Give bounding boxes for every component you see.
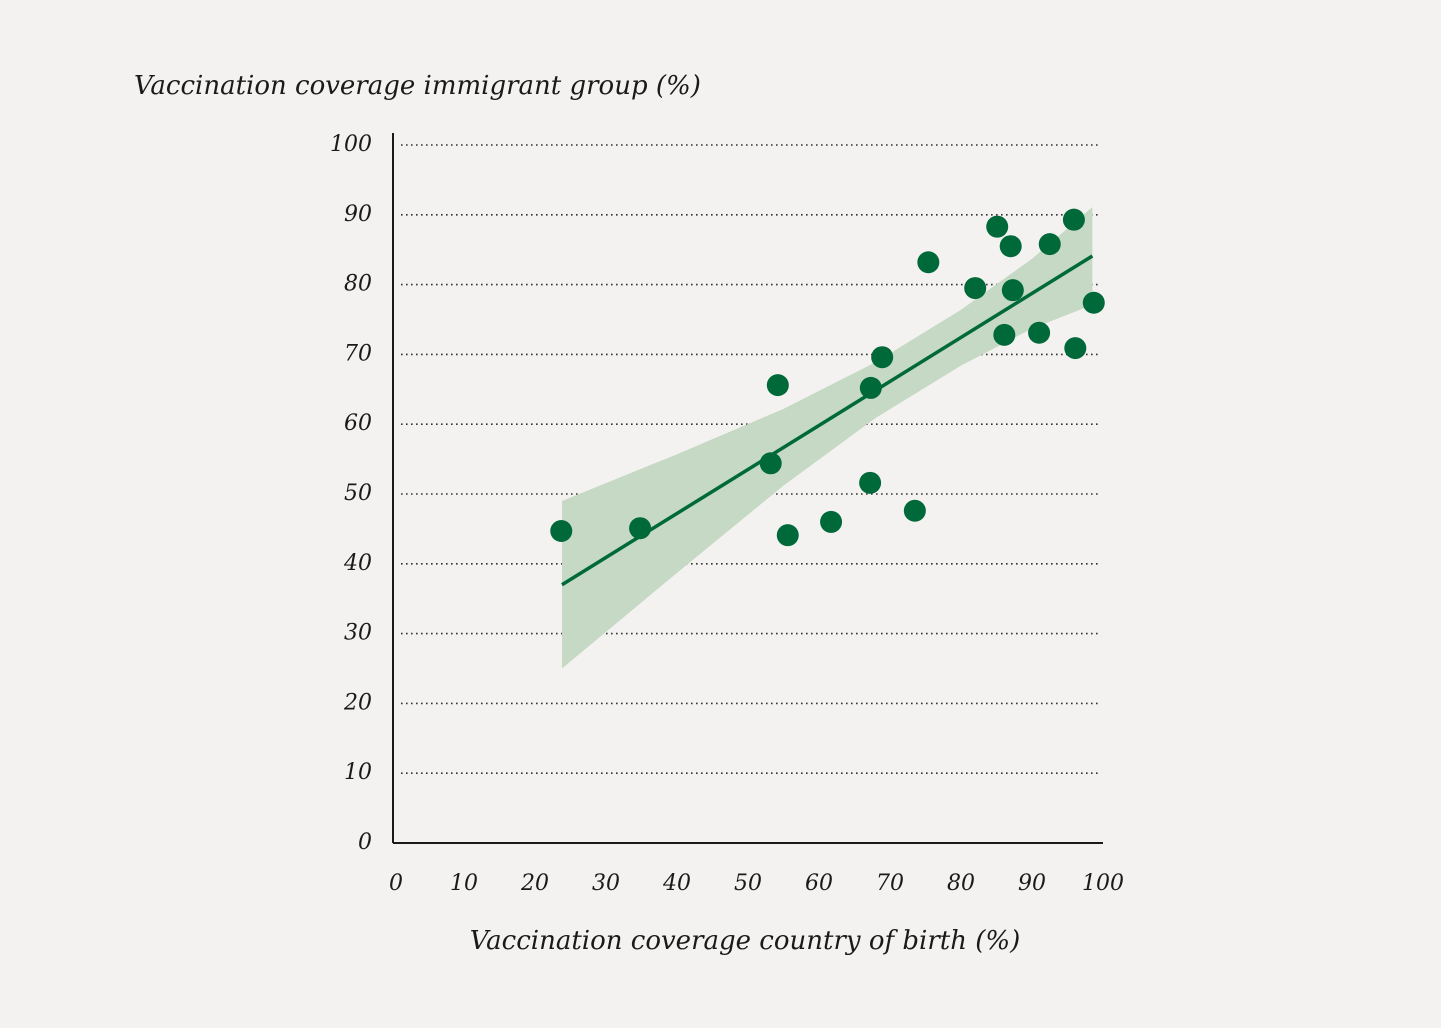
data-point	[1064, 337, 1087, 360]
y-tick-label: 20	[343, 690, 372, 715]
data-point	[999, 235, 1022, 258]
data-point	[1082, 291, 1105, 314]
data-point	[859, 471, 882, 494]
x-tick-label: 20	[520, 871, 549, 896]
y-tick-label: 10	[344, 760, 372, 785]
y-tick-label: 80	[344, 272, 372, 297]
y-tick-label: 30	[344, 621, 372, 646]
data-point	[993, 323, 1016, 346]
data-point	[550, 519, 573, 542]
data-point	[820, 510, 843, 533]
y-tick-label: 90	[344, 202, 372, 227]
x-tick-label: 60	[805, 871, 833, 896]
x-tick-label: 50	[734, 871, 762, 896]
data-point	[986, 215, 1009, 238]
x-tick-label: 70	[876, 871, 904, 896]
data-point	[629, 517, 652, 540]
x-tick-label: 80	[947, 871, 975, 896]
y-tick-label: 60	[344, 411, 372, 436]
data-point	[776, 524, 799, 547]
y-tick-label: 100	[330, 132, 372, 157]
x-tick-label: 30	[592, 871, 620, 896]
x-tick-label: 100	[1082, 871, 1124, 896]
x-tick-label: 90	[1018, 871, 1046, 896]
x-tick-label: 10	[450, 871, 478, 896]
data-point	[1028, 321, 1051, 344]
data-point	[766, 374, 789, 397]
y-tick-label: 40	[343, 551, 372, 576]
data-point	[759, 452, 782, 475]
data-point	[871, 346, 894, 369]
data-point	[1001, 279, 1024, 302]
data-point	[859, 376, 882, 399]
confidence-band	[561, 207, 1093, 669]
data-point	[1038, 233, 1061, 256]
x-tick-label: 0	[389, 871, 403, 896]
data-point	[917, 251, 940, 274]
data-point	[903, 499, 926, 522]
y-tick-label: 70	[344, 341, 372, 366]
x-axis-label: Vaccination coverage country of birth (%…	[470, 926, 1020, 956]
data-point	[1062, 208, 1085, 231]
y-tick-label: 0	[358, 830, 372, 855]
y-axis-label: Vaccination coverage immigrant group (%)	[134, 71, 701, 101]
y-tick-label: 50	[344, 481, 372, 506]
data-point	[964, 277, 987, 300]
x-tick-label: 40	[662, 871, 691, 896]
